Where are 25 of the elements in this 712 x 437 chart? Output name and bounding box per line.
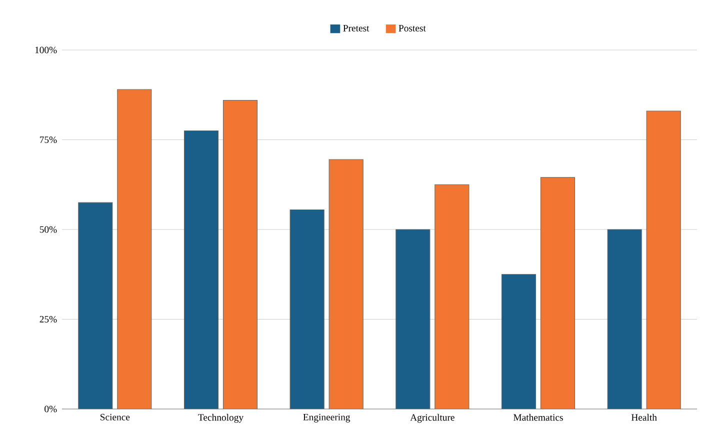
bar (646, 110, 681, 409)
y-tick-label: 0% (44, 406, 57, 412)
bar (540, 177, 576, 409)
x-tick-label: Health (631, 414, 657, 421)
y-tick-label: 75% (40, 136, 57, 144)
y-tick-label: 25% (40, 316, 57, 323)
bar (434, 184, 470, 409)
bar (501, 274, 536, 409)
bar (184, 130, 219, 409)
y-tick-label: 100% (35, 46, 57, 54)
legend-label: Postest (398, 25, 426, 32)
bar (222, 100, 258, 409)
x-tick-label: Mathematics (514, 414, 563, 421)
x-tick-label: Science (100, 414, 130, 420)
bar (290, 209, 324, 409)
bar (328, 159, 364, 409)
legend-label: Pretest (343, 25, 370, 32)
bar (117, 89, 152, 409)
x-tick-label: Engineering (303, 414, 350, 422)
bar (78, 202, 113, 409)
y-tick-label: 50% (40, 226, 57, 233)
bar (607, 229, 642, 409)
x-tick-label: Agriculture (410, 414, 454, 423)
bar (396, 229, 430, 409)
x-tick-label: Technology (198, 414, 244, 423)
